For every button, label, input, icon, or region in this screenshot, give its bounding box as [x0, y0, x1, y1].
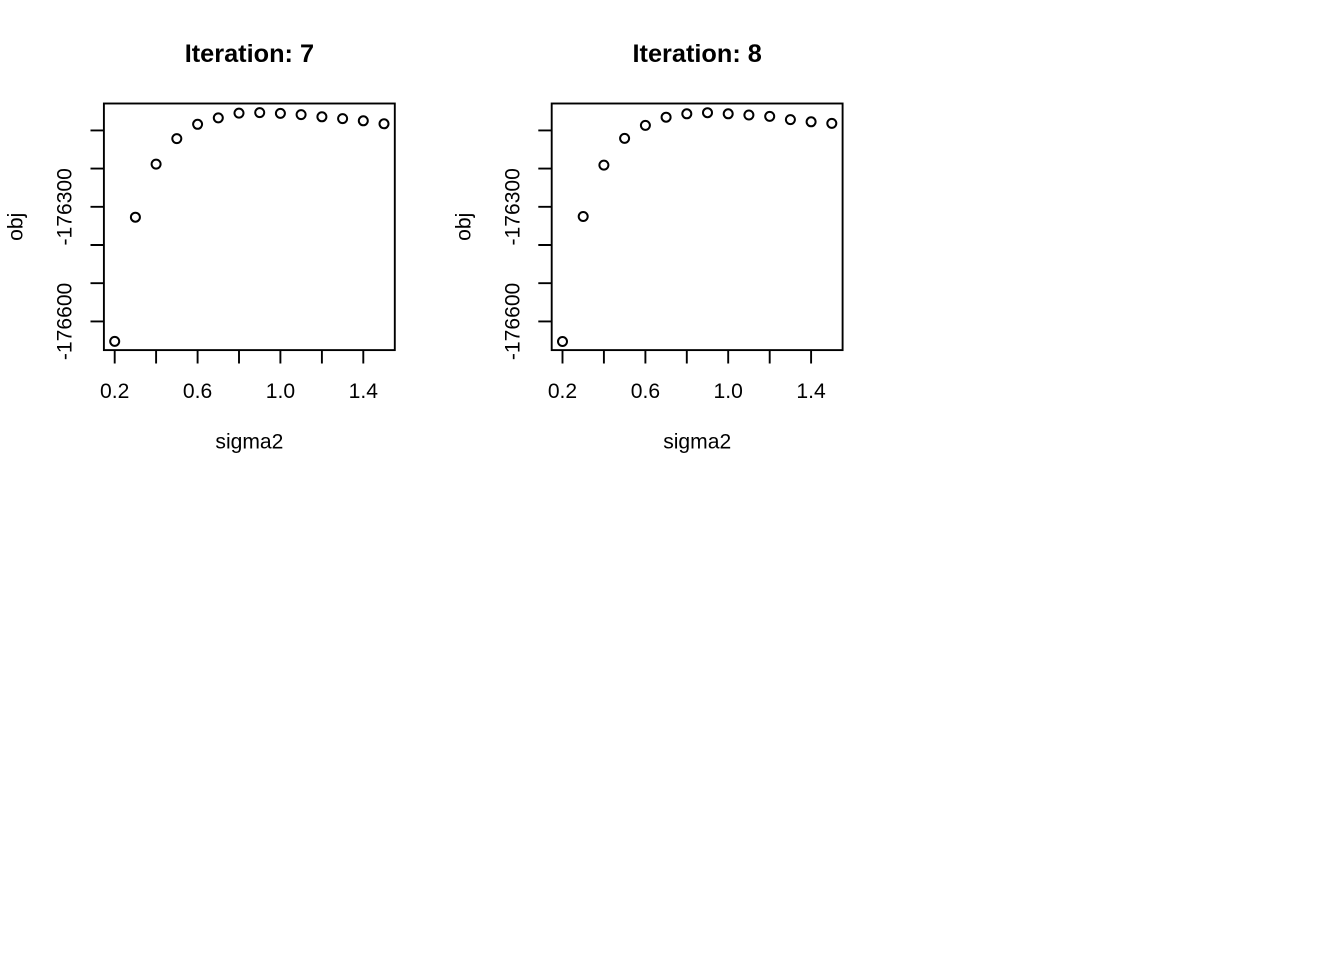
svg-text:obj: obj: [5, 213, 28, 241]
svg-text:0.6: 0.6: [631, 380, 660, 403]
svg-text:obj: obj: [452, 213, 475, 241]
svg-text:-176600: -176600: [54, 283, 77, 360]
svg-text:sigma2: sigma2: [663, 430, 731, 453]
svg-text:1.4: 1.4: [796, 380, 826, 403]
svg-text:1.0: 1.0: [266, 380, 295, 403]
svg-text:0.2: 0.2: [100, 380, 129, 403]
svg-text:0.6: 0.6: [183, 380, 212, 403]
svg-text:-176300: -176300: [501, 168, 524, 245]
svg-text:1.4: 1.4: [349, 380, 379, 403]
svg-text:0.2: 0.2: [548, 380, 577, 403]
svg-text:Iteration: 7: Iteration: 7: [185, 40, 314, 68]
svg-text:1.0: 1.0: [714, 380, 743, 403]
svg-text:-176600: -176600: [501, 283, 524, 360]
svg-text:-176300: -176300: [54, 168, 77, 245]
svg-text:sigma2: sigma2: [215, 430, 283, 453]
svg-text:Iteration: 8: Iteration: 8: [633, 40, 762, 68]
